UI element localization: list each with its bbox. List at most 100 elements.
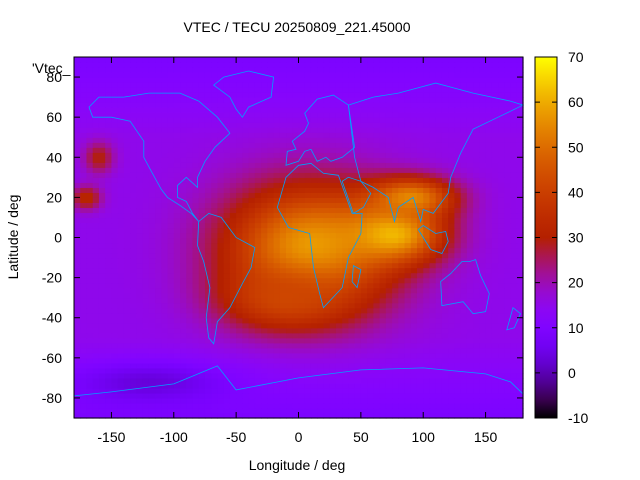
heatmap-cell [279,82,287,88]
heatmap-cell [242,187,250,193]
heatmap-cell [180,97,187,103]
heatmap-cell [317,262,325,269]
heatmap-cell [136,167,144,173]
heatmap-cell [204,217,212,224]
heatmap-cell [485,332,493,339]
heatmap-cell [473,222,480,229]
heatmap-cell [261,177,268,183]
heatmap-cell [454,217,462,224]
heatmap-cell [485,102,493,108]
heatmap-cell [342,117,349,123]
heatmap-cell [80,132,88,138]
heatmap-cell [117,107,125,113]
heatmap-cell [86,197,94,203]
heatmap-cell [80,397,88,404]
heatmap-cell [304,342,312,349]
heatmap-cell [86,292,94,299]
heatmap-cell [142,167,150,173]
heatmap-cell [479,382,487,389]
heatmap-cell [385,117,393,123]
heatmap-cell [329,377,337,384]
heatmap-cell [423,147,431,153]
heatmap-cell [173,202,181,209]
heatmap-cell [491,227,499,234]
heatmap-cell [416,387,424,394]
heatmap-cell [317,292,325,299]
heatmap-cell [479,152,487,158]
heatmap-cell [448,152,456,158]
heatmap-cell [348,317,356,324]
heatmap-cell [267,197,275,203]
heatmap-cell [335,402,343,409]
heatmap-cell [229,142,237,148]
heatmap-cell [161,212,169,219]
heatmap-cell [273,77,281,83]
heatmap-cell [404,92,412,98]
heatmap-cell [273,307,281,314]
heatmap-cell [248,377,256,384]
heatmap-cell [310,282,318,289]
heatmap-cell [261,397,268,404]
heatmap-cell [454,232,462,239]
heatmap-cell [236,92,243,98]
heatmap-cell [466,97,474,103]
heatmap-cell [454,322,462,329]
heatmap-cell [267,122,275,128]
heatmap-cell [498,137,505,143]
heatmap-cell [248,252,256,259]
heatmap-cell [348,352,356,359]
heatmap-cell [236,267,243,274]
heatmap-cell [248,92,256,98]
heatmap-cell [404,197,412,203]
heatmap-cell [229,67,237,73]
heatmap-cell [404,182,412,188]
heatmap-cell [267,147,275,153]
heatmap-cell [123,262,131,269]
heatmap-cell [267,282,275,289]
heatmap-cell [117,282,125,289]
heatmap-cell [180,387,187,394]
heatmap-cell [254,322,262,329]
heatmap-cell [186,212,194,219]
heatmap-cell [392,332,399,339]
heatmap-cell [86,87,94,93]
heatmap-cell [204,137,212,143]
heatmap-cell [254,337,262,344]
heatmap-cell [192,127,200,133]
heatmap-cell [148,142,156,148]
heatmap-cell [161,257,169,264]
heatmap-cell [516,382,524,389]
heatmap-cell [180,257,187,264]
heatmap-cell [398,172,406,178]
heatmap-cell [161,147,169,153]
heatmap-cell [198,172,206,178]
heatmap-cell [254,392,262,399]
heatmap-cell [448,72,456,78]
heatmap-cell [510,367,518,374]
heatmap-cell [398,292,406,299]
heatmap-cell [111,237,119,244]
heatmap-cell [273,382,281,389]
heatmap-cell [142,262,150,269]
heatmap-cell [105,162,113,168]
heatmap-cell [292,92,300,98]
heatmap-cell [267,132,275,138]
heatmap-cell [98,367,106,374]
heatmap-cell [348,382,356,389]
heatmap-cell [348,232,356,239]
heatmap-cell [117,202,125,209]
heatmap-cell [454,352,462,359]
heatmap-cell [498,272,505,279]
heatmap-cell [385,312,393,319]
heatmap-cell [498,72,505,78]
heatmap-cell [123,327,131,334]
heatmap-cell [348,302,356,309]
heatmap-cell [466,222,474,229]
heatmap-cell [392,192,399,198]
heatmap-cell [504,102,512,108]
heatmap-cell [105,167,113,173]
heatmap-cell [98,262,106,269]
heatmap-cell [460,197,468,203]
heatmap-cell [267,332,275,339]
heatmap-cell [310,72,318,78]
